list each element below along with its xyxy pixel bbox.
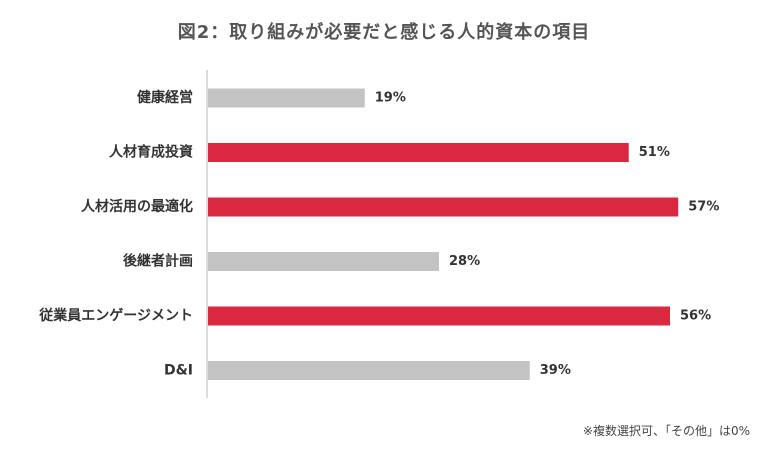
bar-0 bbox=[208, 88, 365, 108]
value-label-4: 56% bbox=[680, 309, 711, 324]
value-label-0: 19% bbox=[375, 91, 406, 106]
category-label-0: 健康経営 bbox=[137, 89, 193, 106]
category-label-5: D&I bbox=[164, 363, 193, 379]
bar-4 bbox=[208, 306, 670, 326]
category-label-2: 人材活用の最適化 bbox=[81, 198, 193, 215]
value-label-2: 57% bbox=[688, 200, 719, 215]
labels-layer: 健康経営 19% 人材育成投資 51% 人材活用の最適化 57% 後継者計画 28% 従業員エン… bbox=[38, 89, 719, 379]
category-label-1: 人材育成投資 bbox=[109, 144, 193, 161]
value-label-3: 28% bbox=[449, 254, 480, 269]
chart-title: 図2：取り組みが必要だと感じる人的資本の項目 bbox=[177, 22, 591, 43]
bar-2 bbox=[208, 197, 679, 217]
value-label-1: 51% bbox=[639, 145, 670, 160]
bar-5 bbox=[208, 361, 530, 380]
category-label-3: 後継者計画 bbox=[123, 253, 193, 270]
bar-3 bbox=[208, 252, 439, 271]
bars-layer bbox=[206, 70, 679, 398]
bar-1 bbox=[208, 143, 629, 162]
category-label-4: 従業員エンゲージメント bbox=[38, 307, 193, 324]
value-label-5: 39% bbox=[540, 363, 571, 378]
chart-footnote: ※複数選択可、「その他」は0% bbox=[582, 424, 750, 438]
